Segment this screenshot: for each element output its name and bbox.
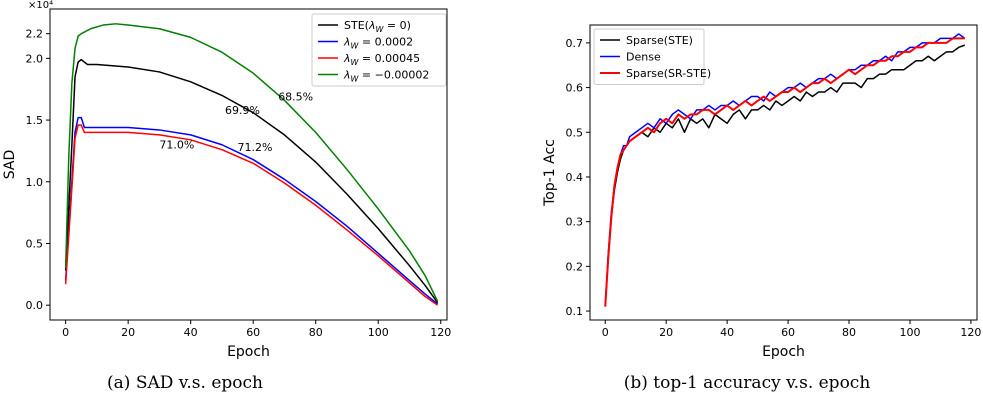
x-axis-label: Epoch — [227, 344, 270, 360]
y-tick-label: 0.4 — [566, 171, 584, 184]
y-tick-label: 0.5 — [26, 237, 44, 250]
y-axis-label: SAD — [2, 150, 18, 180]
x-tick-label: 20 — [659, 326, 673, 339]
annotation-label: 71.2% — [238, 141, 273, 154]
x-tick-label: 0 — [602, 326, 609, 339]
x-tick-label: 80 — [842, 326, 856, 339]
x-tick-label: 40 — [720, 326, 734, 339]
y-tick-label: 0.1 — [566, 305, 584, 318]
annotation-label: 69.9% — [225, 104, 260, 117]
y-tick-label: 0.7 — [566, 37, 584, 50]
y-tick-label: 0.2 — [566, 260, 584, 273]
x-tick-label: 100 — [899, 326, 920, 339]
x-tick-label: 120 — [960, 326, 981, 339]
y-tick-label: 1.5 — [26, 114, 44, 127]
y-tick-label: 0.6 — [566, 82, 584, 95]
legend-entry: Sparse(SR-STE) — [626, 67, 711, 80]
annotation-label: 71.0% — [159, 138, 194, 151]
x-tick-label: 60 — [781, 326, 795, 339]
y-axis-multiplier: ×10⁴ — [28, 0, 53, 11]
x-tick-label: 100 — [368, 326, 389, 339]
x-tick-label: 0 — [62, 326, 69, 339]
y-tick-label: 2.0 — [26, 52, 44, 65]
y-tick-label: 0.0 — [26, 299, 44, 312]
y-axis-label: Top-1 Acc — [542, 139, 558, 207]
y-tick-label: 0.5 — [566, 126, 584, 139]
y-tick-label: 0.3 — [566, 216, 584, 229]
x-tick-label: 20 — [121, 326, 135, 339]
x-tick-label: 40 — [184, 326, 198, 339]
caption-b: (b) top-1 accuracy v.s. epoch — [624, 373, 871, 393]
x-tick-label: 60 — [246, 326, 260, 339]
x-axis-label: Epoch — [762, 344, 805, 360]
x-tick-label: 80 — [309, 326, 323, 339]
y-tick-label: 1.0 — [26, 176, 44, 189]
series-line-0 — [66, 60, 438, 303]
annotation-label: 68.5% — [278, 90, 313, 103]
y-tick-label: 2.2 — [26, 28, 44, 41]
legend-entry: Dense — [626, 51, 661, 64]
caption-a: (a) SAD v.s. epoch — [107, 373, 263, 393]
x-tick-label: 120 — [430, 326, 451, 339]
legend-entry: Sparse(STE) — [626, 34, 693, 47]
chart-top1-acc-vs-epoch: 0 20 40 60 80 100 120 0.1 0.2 0.3 0.4 0.5 0.6 0.7 Epoc… — [542, 25, 981, 360]
chart-sad-vs-epoch: 0 20 40 60 80 100 120 0.0 0.5 1.0 1.5 2.0 2.2 Epoch SA… — [2, 0, 451, 360]
